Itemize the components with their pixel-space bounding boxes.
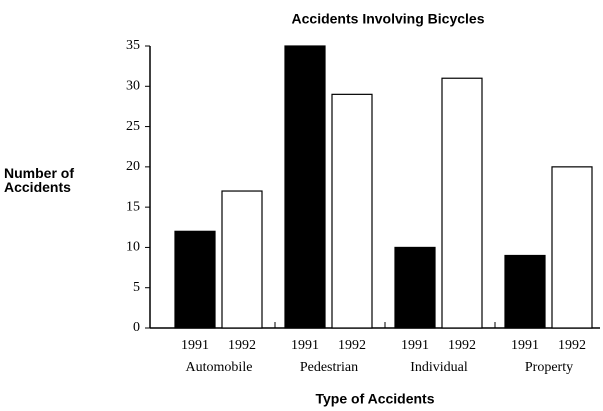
y-tick-label: 35 xyxy=(126,38,140,53)
bar xyxy=(174,230,216,329)
bar xyxy=(441,77,483,329)
y-axis-label: Number of Accidents xyxy=(4,166,74,195)
x-tick-label: Automobile xyxy=(186,360,253,375)
x-axis-label: Type of Accidents xyxy=(315,391,434,407)
bar xyxy=(221,190,263,329)
series-label: 1991 xyxy=(291,338,319,353)
series-label: 1991 xyxy=(511,338,539,353)
series-label: 1992 xyxy=(228,338,256,353)
series-label: 1991 xyxy=(401,338,429,353)
bar xyxy=(331,93,373,329)
chart-title: Accidents Involving Bicycles xyxy=(292,11,485,27)
y-tick-label: 30 xyxy=(126,79,140,94)
bar xyxy=(551,166,593,329)
x-tick-label: Property xyxy=(525,360,573,375)
x-tick-label: Pedestrian xyxy=(300,360,358,375)
y-tick-label: 0 xyxy=(133,320,140,335)
series-label: 1992 xyxy=(448,338,476,353)
bar xyxy=(394,246,436,329)
y-tick-label: 10 xyxy=(126,240,140,255)
y-tick-label: 15 xyxy=(126,199,140,214)
series-label: 1991 xyxy=(181,338,209,353)
bar xyxy=(284,45,326,329)
series-label: 1992 xyxy=(558,338,586,353)
bar xyxy=(504,254,546,329)
y-tick-label: 25 xyxy=(126,119,140,134)
y-axis-label-box: Number of Accidents xyxy=(4,166,74,195)
y-tick-label: 5 xyxy=(133,280,140,295)
x-tick-label: Individual xyxy=(410,360,468,375)
y-tick-label: 20 xyxy=(126,159,140,174)
series-label: 1992 xyxy=(338,338,366,353)
